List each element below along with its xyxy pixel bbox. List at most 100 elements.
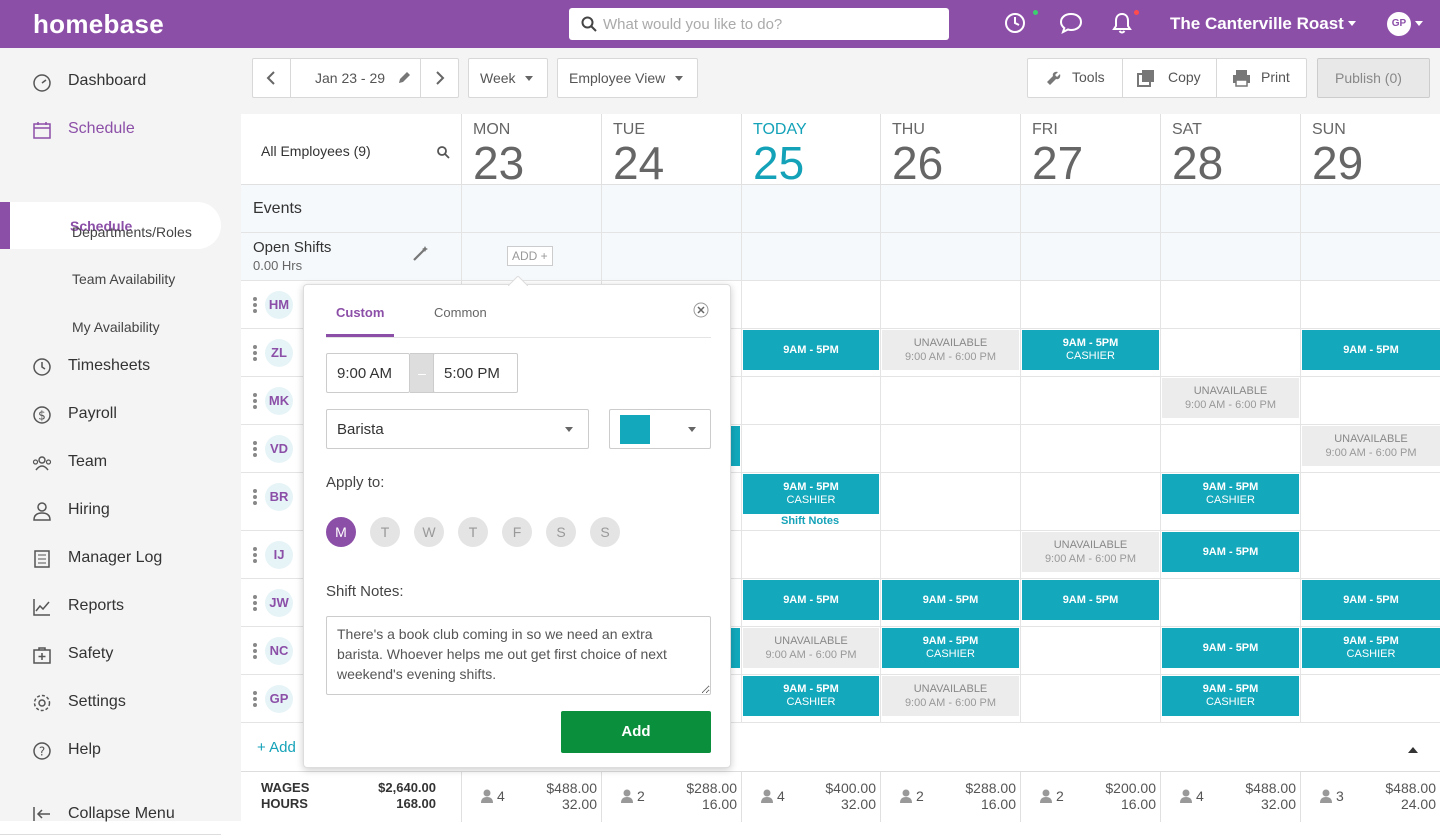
avatar[interactable]: GP [265,685,293,713]
view-mode-select[interactable]: Employee View [557,58,698,98]
color-select[interactable] [609,409,711,449]
sidebar-item-safety[interactable]: Safety [0,634,241,674]
magic-wand-icon[interactable] [412,245,429,262]
shift-block[interactable]: 9AM - 5PM CASHIER [1162,474,1299,514]
start-time-field[interactable]: 9:00 AM [326,353,410,393]
shift-block[interactable]: 9AM - 5PM [743,580,879,620]
chat-icon[interactable] [1059,12,1083,34]
shift-block[interactable]: 9AM - 5PM [1162,628,1299,668]
day-toggle-thu[interactable]: T [458,517,488,547]
user-avatar[interactable]: GP [1387,12,1411,36]
tools-button[interactable]: Tools [1028,59,1123,97]
shift-block[interactable]: 9AM - 5PM CASHIER [1302,628,1440,668]
scroll-top-button[interactable] [1381,730,1440,771]
date-range[interactable]: Jan 23 - 29 [315,70,386,86]
shift-block-partial[interactable] [729,628,740,668]
day-toggle-mon[interactable]: M [326,517,356,547]
employee-row-vd[interactable]: VD [253,435,293,465]
shift-block[interactable]: 9AM - 5PM [1302,580,1440,620]
drag-handle-icon[interactable] [253,691,257,709]
drag-handle-icon[interactable] [253,595,257,613]
subnav-item-departments[interactable]: Departments/Roles [0,212,241,252]
sidebar-item-settings[interactable]: Settings [0,682,241,722]
search-icon[interactable] [437,146,450,159]
week-select[interactable]: Week [468,58,548,98]
end-time-field[interactable]: 5:00 PM [433,353,518,393]
shift-block[interactable]: 9AM - 5PM [1022,580,1159,620]
avatar[interactable]: HM [265,291,293,319]
shift-notes-textarea[interactable]: There's a book club coming in so we need… [326,616,711,695]
drag-handle-icon[interactable] [253,393,257,411]
day-toggle-sat[interactable]: S [546,517,576,547]
print-button[interactable]: Print [1217,59,1307,97]
sidebar-item-payroll[interactable]: $ Payroll [0,394,241,434]
sidebar-item-schedule[interactable]: Schedule [0,109,241,149]
tab-custom[interactable]: Custom [336,305,385,320]
logo[interactable]: homebase [33,9,165,39]
add-open-shift-button[interactable]: ADD + [507,246,553,266]
shift-block[interactable]: 9AM - 5PM [743,330,879,370]
drag-handle-icon[interactable] [253,489,257,507]
shift-block[interactable]: 9AM - 5PM CASHIER [1022,330,1159,370]
employee-row-jw[interactable]: JW [253,589,293,619]
avatar[interactable]: IJ [265,541,293,569]
search-input[interactable] [603,8,933,40]
employee-row-nc[interactable]: NC [253,637,293,667]
sidebar-item-manager-log[interactable]: Manager Log [0,538,241,578]
sidebar-item-dashboard[interactable]: Dashboard [0,61,241,101]
day-toggle-tue[interactable]: T [370,517,400,547]
sidebar-item-timesheets[interactable]: Timesheets [0,346,241,386]
avatar[interactable]: NC [265,637,293,665]
sidebar-item-help[interactable]: ? Help [0,730,241,770]
close-icon[interactable] [693,302,709,318]
shift-block[interactable]: 9AM - 5PM CASHIER [1162,676,1299,716]
drag-handle-icon[interactable] [253,297,257,315]
subnav-item-team-availability[interactable]: Team Availability [0,259,241,299]
prev-week-button[interactable] [253,59,291,97]
subnav-item-schedule[interactable]: Schedule [0,202,221,249]
avatar[interactable]: JW [265,589,293,617]
sidebar-item-reports[interactable]: Reports [0,586,241,626]
collapse-menu-button[interactable]: Collapse Menu [0,793,241,833]
shift-block[interactable]: 9AM - 5PM [1162,532,1299,572]
subnav-item-my-availability[interactable]: My Availability [0,307,241,347]
employee-row-ij[interactable]: IJ [253,541,293,571]
shift-notes-link[interactable]: Shift Notes [781,515,840,527]
employee-row-gp[interactable]: GP [253,685,293,715]
shift-block[interactable]: 9AM - 5PM CASHIER [743,474,879,514]
add-employee-link[interactable]: + Add [257,739,296,756]
pencil-icon[interactable] [398,71,411,84]
avatar[interactable]: MK [265,387,293,415]
tab-common[interactable]: Common [434,305,487,320]
timeclock-icon[interactable] [1004,12,1026,34]
chevron-down-icon[interactable] [1415,21,1423,26]
add-shift-button[interactable]: Add [561,711,711,753]
shift-block[interactable]: 9AM - 5PM [882,580,1019,620]
avatar[interactable]: ZL [265,339,293,367]
drag-handle-icon[interactable] [253,441,257,459]
drag-handle-icon[interactable] [253,345,257,363]
employee-row-hm[interactable]: HM [253,291,293,321]
employee-row-mk[interactable]: MK [253,387,293,417]
drag-handle-icon[interactable] [253,547,257,565]
bell-icon[interactable] [1111,12,1133,34]
employee-row-zl[interactable]: ZL [253,339,293,369]
search-box[interactable] [569,8,949,40]
all-employees-label[interactable]: All Employees (9) [261,143,371,159]
shift-block[interactable]: 9AM - 5PM [1302,330,1440,370]
avatar[interactable]: VD [265,435,293,463]
avatar[interactable]: BR [265,483,293,511]
shift-block[interactable]: 9AM - 5PM CASHIER [882,628,1019,668]
shift-block[interactable]: 9AM - 5PM CASHIER [743,676,879,716]
sidebar-item-team[interactable]: Team [0,442,241,482]
role-select[interactable]: Barista [326,409,589,449]
day-toggle-fri[interactable]: F [502,517,532,547]
employee-row-br[interactable]: BR [253,483,293,513]
publish-button[interactable]: Publish (0) [1317,58,1430,98]
day-toggle-wed[interactable]: W [414,517,444,547]
next-week-button[interactable] [420,59,458,97]
day-toggle-sun[interactable]: S [590,517,620,547]
sidebar-item-hiring[interactable]: Hiring [0,490,241,530]
drag-handle-icon[interactable] [253,643,257,661]
copy-button[interactable]: Copy [1123,59,1217,97]
